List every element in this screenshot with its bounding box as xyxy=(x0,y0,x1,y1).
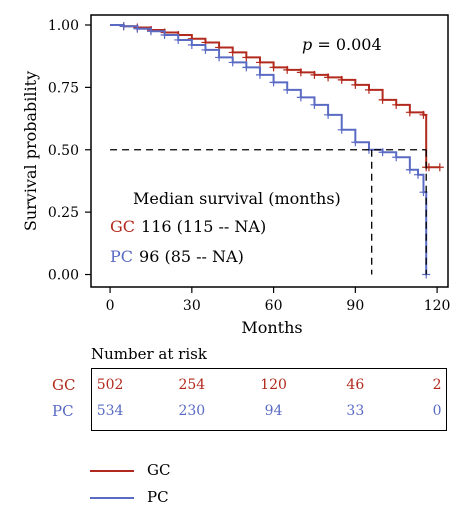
risk-cell-gc: 254 xyxy=(178,377,206,393)
risk-row-label-gc: GC xyxy=(52,376,76,394)
risk-cell-pc: 94 xyxy=(264,403,283,419)
censor-mark-pc xyxy=(405,165,414,174)
risk-table-title: Number at risk xyxy=(91,345,207,363)
censor-mark-pc xyxy=(378,148,387,157)
censor-mark-gc xyxy=(283,65,292,74)
censor-mark-pc xyxy=(414,170,423,179)
y-tick-label: 0.00 xyxy=(48,268,79,284)
risk-cell-gc: 502 xyxy=(96,377,124,393)
censor-mark-pc xyxy=(351,138,360,147)
legend-swatch-pc xyxy=(90,497,134,499)
median-legend-row-gc: GC 116 (115 -- NA) xyxy=(110,217,266,236)
median-legend-value: 116 (115 -- NA) xyxy=(141,217,266,236)
risk-cell-pc: 0 xyxy=(432,403,442,419)
median-legend-group: PC xyxy=(110,247,133,266)
censor-mark-gc xyxy=(255,58,264,67)
censor-mark-gc xyxy=(269,63,278,72)
y-tick-label: 0.50 xyxy=(48,143,79,159)
x-tick-label: 60 xyxy=(265,298,283,314)
p-value-annotation: p = 0.004 xyxy=(302,35,382,54)
legend-label-gc: GC xyxy=(147,461,171,479)
censor-mark-pc xyxy=(296,93,305,102)
x-tick-label: 120 xyxy=(424,298,451,314)
risk-cell-gc: 2 xyxy=(432,377,442,393)
censor-mark-gc xyxy=(242,53,251,62)
x-tick-label: 30 xyxy=(183,298,201,314)
y-tick-label: 0.25 xyxy=(48,205,79,221)
censor-mark-pc xyxy=(255,70,264,79)
censor-mark-gc xyxy=(228,48,237,57)
censor-mark-pc xyxy=(283,85,292,94)
risk-cell-gc: 120 xyxy=(260,377,287,393)
legend-swatch-gc xyxy=(90,470,134,472)
risk-row-label-pc: PC xyxy=(52,402,74,420)
censor-mark-pc xyxy=(215,53,224,62)
risk-cell-pc: 534 xyxy=(96,403,124,419)
y-tick-label: 0.75 xyxy=(48,80,79,96)
censor-mark-pc xyxy=(133,24,142,33)
censor-mark-pc xyxy=(174,35,183,44)
censor-mark-pc xyxy=(160,30,169,39)
censor-mark-gc xyxy=(310,70,319,79)
censor-mark-gc xyxy=(435,163,444,172)
censor-mark-pc xyxy=(310,100,319,109)
plot-frame xyxy=(90,14,449,288)
censor-mark-gc xyxy=(392,100,401,109)
survival-chart: 0 30 60 90 120 0.00 0.25 0.50 0.75 1.00 p = 0.004… xyxy=(21,14,451,337)
censor-mark-pc xyxy=(324,110,333,119)
censor-mark-gc xyxy=(405,108,414,117)
median-legend-row-pc: PC 96 (85 -- NA) xyxy=(110,247,244,266)
median-survival-title: Median survival (months) xyxy=(133,189,341,208)
survival-curve-gc xyxy=(110,23,440,169)
censor-mark-pc xyxy=(242,63,251,72)
x-axis-title: Months xyxy=(241,318,302,337)
y-axis-title: Survival probability xyxy=(21,71,40,231)
censor-mark-pc xyxy=(392,153,401,162)
legend-label-pc: PC xyxy=(147,488,169,506)
censor-mark-gc xyxy=(324,73,333,82)
y-tick-label: 1.00 xyxy=(48,18,79,34)
censor-mark-pc xyxy=(201,45,210,54)
x-tick-label: 0 xyxy=(106,298,115,314)
censor-mark-gc xyxy=(337,75,346,84)
censor-mark-pc xyxy=(146,27,155,36)
censor-mark-gc xyxy=(364,85,373,94)
censor-mark-gc xyxy=(351,80,360,89)
risk-cell-gc: 46 xyxy=(346,377,365,393)
median-legend-value: 96 (85 -- NA) xyxy=(139,247,244,266)
risk-cell-pc: 230 xyxy=(178,403,206,419)
censor-mark-pc xyxy=(119,22,128,31)
censor-mark-pc xyxy=(337,125,346,134)
censor-mark-pc xyxy=(187,40,196,49)
censor-mark-pc xyxy=(269,78,278,87)
censor-mark-pc xyxy=(228,58,237,67)
risk-table-box xyxy=(91,368,447,431)
median-legend-group: GC xyxy=(110,217,135,236)
censor-mark-gc xyxy=(296,68,305,77)
censor-mark-gc xyxy=(419,110,428,119)
risk-cell-pc: 33 xyxy=(346,403,365,419)
censor-mark-gc xyxy=(378,95,387,104)
x-tick-label: 90 xyxy=(346,298,364,314)
